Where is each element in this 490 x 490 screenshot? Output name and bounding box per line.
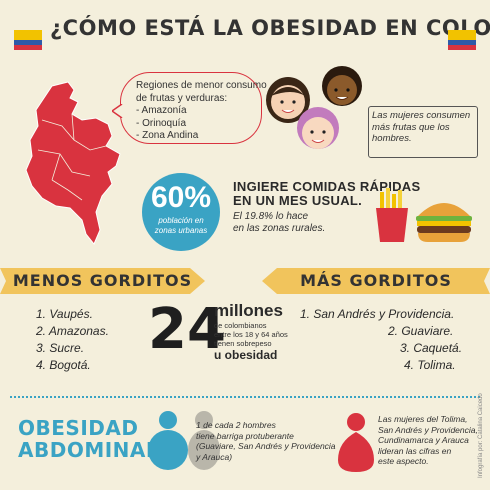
- credit-text: Infografía por: Catalina Caicedo: [478, 393, 484, 478]
- page-title: ¿CÓMO ESTÁ LA OBESIDAD EN COLOMBIA?: [50, 16, 490, 40]
- speech-bubble: [120, 72, 262, 144]
- women-note-box: [368, 106, 478, 158]
- colombia-flag-icon: [14, 30, 42, 50]
- millions-word: millones: [214, 301, 283, 320]
- fruit-regions-text: Regiones de menor consumo de frutas y ve…: [136, 80, 267, 141]
- list-item: 2. Guaviare.: [388, 324, 454, 338]
- more-fat-list: 1. San Andrés y Providencia. 2. Guaviare…: [300, 306, 476, 374]
- women-faces-icon: [266, 66, 362, 149]
- less-fat-list: 1. Vaupés. 2. Amazonas. 3. Sucre. 4. Bog…: [36, 306, 109, 374]
- fast-food-icon: [376, 188, 472, 242]
- colombia-flag-icon: [448, 30, 476, 50]
- urban-value: 60%: [150, 181, 212, 214]
- less-fat-banner: MENOS GORDITOS: [0, 268, 205, 294]
- more-fat-banner: MÁS GORDITOS: [262, 268, 490, 294]
- urban-population-circle: 60% población en zonas urbanas: [142, 173, 220, 251]
- list-item: 4. Tolima.: [404, 358, 456, 372]
- list-item: 1. San Andrés y Providencia.: [300, 307, 455, 321]
- millions-obesity: u obesidad: [214, 348, 278, 362]
- women-note-text: Las mujeres consumen más frutas que los …: [372, 110, 471, 144]
- section-divider: [10, 396, 480, 398]
- fries-icon: [376, 188, 408, 242]
- bubble-tail-icon: [112, 104, 123, 118]
- women-abdominal-text: Las mujeres del Tolima, San Andrés y Pro…: [378, 414, 478, 466]
- list-item: 3. Caquetá.: [400, 341, 463, 355]
- overweight-count: 24: [148, 297, 226, 362]
- fast-food-heading: INGIERE COMIDAS RÁPIDAS EN UN MES USUAL.: [233, 179, 421, 208]
- millions-description: de colombianos entre los 18 y 64 años ti…: [214, 321, 288, 348]
- abdominal-title: OBESIDAD ABDOMINAL: [18, 416, 160, 462]
- list-item: 4. Bogotá.: [36, 358, 91, 372]
- man-figure-gray-icon: [188, 411, 220, 470]
- list-item: 1. Vaupés.: [36, 307, 93, 321]
- list-item: 3. Sucre.: [36, 341, 85, 355]
- colombia-map-icon: [25, 81, 121, 245]
- fast-food-subtext: El 19.8% lo hace en las zonas rurales.: [233, 211, 326, 234]
- woman-figure-icon: [338, 413, 374, 472]
- burger-icon: [416, 203, 472, 242]
- list-item: 2. Amazonas.: [36, 324, 109, 338]
- men-abdominal-text: 1 de cada 2 hombres tiene barriga protub…: [196, 420, 336, 462]
- man-figure-icon: [148, 411, 188, 470]
